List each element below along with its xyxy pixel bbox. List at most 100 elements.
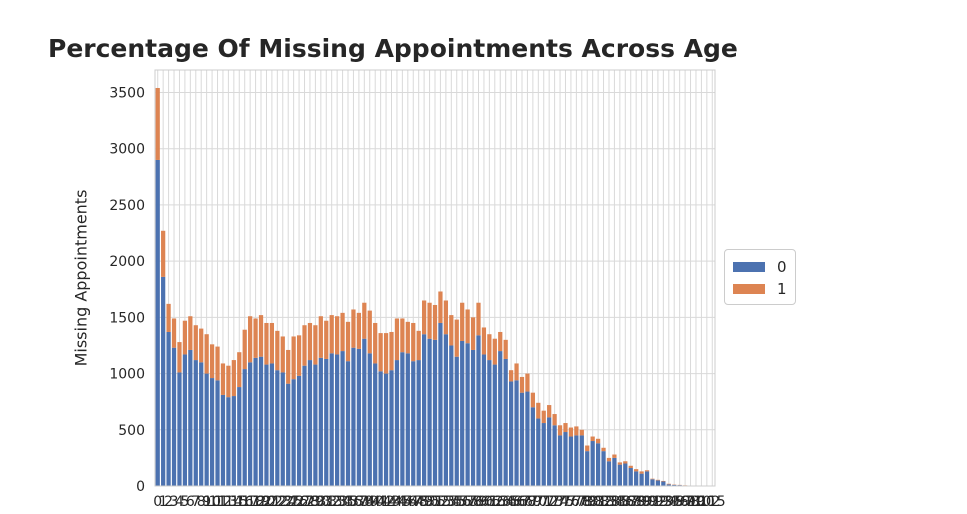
x-tick-label: 31: [317, 494, 335, 510]
bar-series-1: [226, 365, 231, 398]
x-tick-label: 86: [616, 494, 634, 510]
bar-series-0: [302, 365, 307, 486]
bar-series-0: [623, 463, 628, 486]
legend-label: 1: [777, 280, 787, 298]
bar-series-0: [215, 380, 220, 486]
x-tick-label: 50: [421, 494, 439, 510]
bar-series-0: [525, 391, 530, 486]
x-tick-label: 48: [410, 494, 428, 510]
bar-series-0: [383, 373, 389, 486]
bar-series-0: [487, 360, 492, 486]
bar-series-0: [286, 383, 291, 486]
bar-series-0: [220, 394, 226, 486]
bar-series-1: [286, 349, 291, 384]
bar-series-1: [324, 320, 329, 359]
bar-series-1: [650, 478, 655, 480]
bar-series-1: [470, 317, 476, 350]
bar-series-1: [362, 302, 367, 339]
bar-series-0: [454, 356, 459, 486]
bar-series-1: [547, 405, 552, 418]
y-tick-label: 3000: [109, 142, 145, 158]
bar-series-0: [400, 352, 405, 486]
bar-series-0: [177, 372, 182, 486]
x-tick-label: 11: [209, 494, 227, 510]
bar-series-0: [231, 396, 236, 486]
bar-series-0: [199, 362, 204, 486]
bar-series-0: [552, 425, 557, 486]
y-tick-label: 2500: [109, 198, 145, 214]
bar-series-1: [302, 325, 307, 366]
x-tick-label: 88: [627, 494, 645, 510]
bar-series-1: [579, 429, 584, 436]
x-tick-label: 25: [285, 494, 303, 510]
x-tick-label: 6: [186, 494, 195, 510]
bar-series-1: [400, 318, 405, 353]
bar-series-1: [411, 322, 416, 362]
bar-series-1: [231, 360, 236, 397]
bar-series-1: [536, 402, 541, 419]
bar-series-1: [161, 230, 166, 277]
bar-series-0: [612, 457, 617, 486]
bar-series-1: [465, 309, 470, 344]
x-tick-label: 74: [551, 494, 569, 510]
bar-series-0: [536, 418, 541, 486]
x-tick-label: 5: [180, 494, 189, 510]
bar-series-1: [541, 410, 546, 424]
x-tick-label: 24: [279, 494, 297, 510]
bar-series-1: [530, 392, 535, 408]
bar-series-1: [519, 376, 525, 393]
bar-series-0: [226, 397, 231, 486]
bar-series-1: [563, 423, 568, 433]
x-tick-label: 79: [578, 494, 596, 510]
x-tick-label: 47: [404, 494, 422, 510]
x-tick-label: 38: [355, 494, 373, 510]
x-tick-label: 20: [258, 494, 276, 510]
bar-series-0: [563, 432, 568, 486]
bar-series-1: [503, 339, 508, 359]
x-tick-label: 22: [268, 494, 286, 510]
x-tick-label: 44: [388, 494, 406, 510]
bar-series-1: [220, 363, 226, 395]
x-tick-label: 62: [486, 494, 504, 510]
bar-series-1: [171, 318, 177, 348]
x-tick-label: 14: [225, 494, 243, 510]
bar-series-1: [639, 471, 644, 474]
x-tick-label: 90: [638, 494, 656, 510]
bar-series-1: [204, 334, 209, 374]
x-tick-label: 32: [323, 494, 341, 510]
x-tick-label: 9: [202, 494, 211, 510]
bar-series-0: [237, 387, 242, 486]
x-tick-label: 57: [459, 494, 477, 510]
bar-series-1: [389, 331, 394, 371]
bar-series-0: [411, 361, 416, 486]
x-tick-label: 18: [247, 494, 265, 510]
bar-series-1: [345, 321, 351, 362]
bar-series-0: [253, 357, 258, 486]
bar-series-1: [367, 310, 372, 354]
bar-series-1: [373, 322, 378, 364]
x-tick-label: 4: [175, 494, 184, 510]
x-tick-label: 35: [339, 494, 357, 510]
bar-series-0: [356, 348, 362, 486]
x-tick-label: 41: [372, 494, 390, 510]
x-tick-label: 2: [164, 494, 173, 510]
bar-series-1: [498, 331, 503, 352]
bar-series-1: [188, 316, 193, 350]
bar-series-1: [623, 461, 628, 464]
bar-series-0: [492, 364, 497, 486]
y-tick-label: 1500: [109, 310, 145, 326]
bar-series-0: [438, 322, 443, 486]
x-tick-label: 7: [191, 494, 200, 510]
bar-series-0: [644, 471, 650, 486]
bar-series-0: [351, 347, 356, 486]
x-tick-label: 87: [622, 494, 640, 510]
bar-series-0: [161, 276, 166, 486]
bar-series-1: [427, 302, 432, 339]
x-tick-label: 19: [252, 494, 270, 510]
bar-series-0: [449, 345, 454, 486]
bar-series-0: [666, 484, 671, 486]
bar-series-1: [291, 336, 296, 380]
bar-series-1: [508, 370, 514, 382]
x-tick-label: 51: [426, 494, 444, 510]
y-tick-label: 1000: [109, 367, 145, 383]
